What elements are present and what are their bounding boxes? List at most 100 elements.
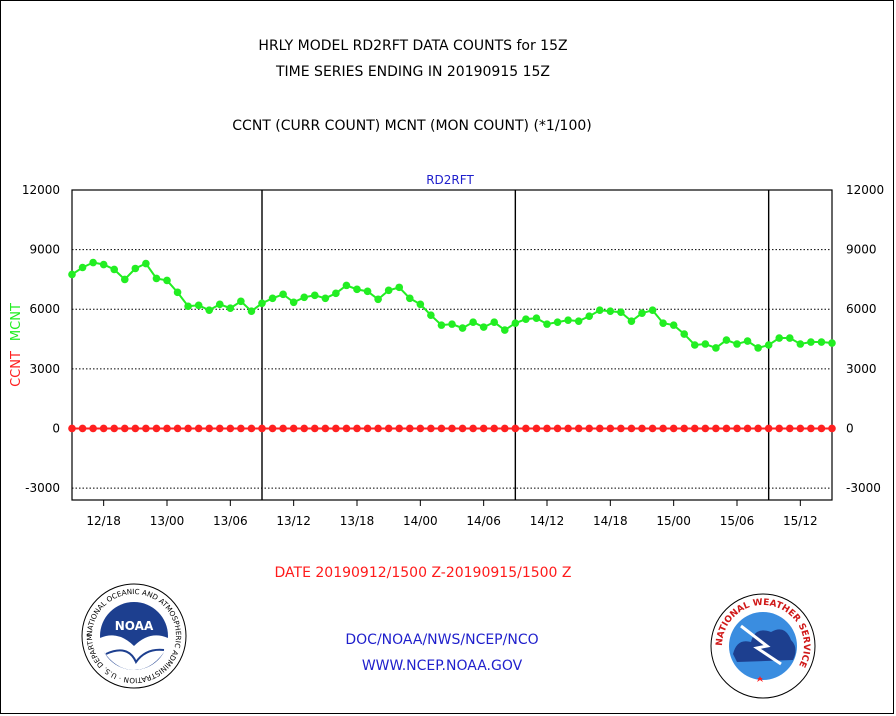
- website-link[interactable]: WWW.NCEP.NOAA.GOV: [361, 658, 523, 674]
- data-point-ccnt: [289, 424, 298, 433]
- data-point-mcnt: [395, 283, 404, 292]
- data-point-ccnt: [722, 424, 731, 433]
- data-point-ccnt: [237, 424, 245, 433]
- data-point-mcnt: [585, 312, 594, 320]
- data-point-mcnt: [405, 294, 414, 303]
- data-point-ccnt: [120, 424, 129, 433]
- data-point-mcnt: [638, 309, 646, 318]
- data-point-ccnt: [574, 424, 583, 433]
- data-point-mcnt: [817, 338, 826, 346]
- data-point-ccnt: [733, 424, 741, 433]
- data-point-ccnt: [479, 424, 488, 433]
- data-point-mcnt: [427, 311, 435, 319]
- data-point-ccnt: [173, 424, 182, 433]
- data-point-ccnt: [775, 424, 784, 433]
- data-point-mcnt: [733, 340, 741, 348]
- x-tick-label: 14/12: [530, 514, 565, 528]
- data-point-ccnt: [321, 424, 330, 433]
- data-point-mcnt: [564, 316, 572, 324]
- data-point-ccnt: [300, 424, 309, 433]
- data-point-mcnt: [669, 321, 678, 329]
- data-point-ccnt: [416, 424, 425, 433]
- data-point-mcnt: [712, 344, 720, 352]
- data-point-ccnt: [215, 424, 224, 433]
- x-tick-label: 14/06: [466, 514, 501, 528]
- data-point-mcnt: [321, 294, 330, 303]
- series-layer: [68, 258, 836, 433]
- data-point-ccnt: [384, 424, 393, 433]
- data-point-mcnt: [384, 286, 393, 295]
- data-point-mcnt: [279, 290, 287, 299]
- data-point-mcnt: [543, 320, 551, 328]
- data-point-ccnt: [310, 424, 319, 433]
- data-point-mcnt: [469, 318, 477, 326]
- data-point-ccnt: [701, 424, 710, 433]
- data-point-mcnt: [743, 337, 752, 345]
- y-axis-right-ticks: 12000 9000 6000 3000 0 -3000: [846, 183, 884, 495]
- data-point-ccnt: [163, 424, 171, 433]
- data-point-mcnt: [722, 336, 731, 344]
- y-axis-label-ccnt: CCNT: [9, 351, 24, 387]
- data-point-mcnt: [194, 301, 203, 310]
- data-point-mcnt: [363, 287, 372, 296]
- y-tick-label-left: 6000: [29, 302, 60, 316]
- data-point-ccnt: [131, 424, 140, 433]
- data-point-ccnt: [807, 424, 815, 433]
- data-point-mcnt: [479, 323, 488, 331]
- data-point-ccnt: [690, 424, 699, 433]
- data-point-mcnt: [332, 289, 340, 298]
- data-point-mcnt: [289, 298, 298, 307]
- data-point-mcnt: [764, 341, 773, 349]
- data-point-ccnt: [796, 424, 805, 433]
- data-point-mcnt: [416, 300, 425, 309]
- data-point-mcnt: [595, 306, 604, 315]
- data-point-ccnt: [458, 424, 467, 433]
- data-point-ccnt: [564, 424, 572, 433]
- data-point-ccnt: [522, 424, 530, 433]
- data-point-mcnt: [374, 295, 382, 304]
- x-tick-label: 15/06: [720, 514, 755, 528]
- data-point-ccnt: [110, 424, 119, 433]
- data-point-ccnt: [680, 424, 689, 433]
- data-point-ccnt: [89, 424, 97, 433]
- data-point-mcnt: [89, 258, 97, 267]
- y-tick-label-right: 0: [846, 421, 854, 435]
- data-point-mcnt: [163, 276, 171, 285]
- noaa-logo-text: NOAA: [115, 619, 154, 633]
- x-tick-label: 14/18: [593, 514, 628, 528]
- data-point-ccnt: [395, 424, 404, 433]
- x-tick-label: 14/00: [403, 514, 438, 528]
- data-point-ccnt: [363, 424, 372, 433]
- y-tick-label-left: 0: [52, 421, 60, 435]
- data-point-mcnt: [606, 307, 615, 316]
- data-point-ccnt: [659, 424, 667, 433]
- data-point-mcnt: [648, 306, 657, 315]
- data-point-mcnt: [215, 300, 224, 309]
- data-point-mcnt: [310, 291, 319, 300]
- data-point-mcnt: [754, 344, 762, 352]
- data-point-mcnt: [258, 299, 266, 308]
- data-point-mcnt: [142, 259, 150, 268]
- data-point-ccnt: [785, 424, 794, 433]
- data-point-ccnt: [585, 424, 594, 433]
- data-point-ccnt: [226, 424, 235, 433]
- panel-label: RD2RFT: [426, 173, 474, 187]
- y-tick-label-right: 12000: [846, 183, 884, 197]
- data-point-ccnt: [332, 424, 340, 433]
- data-point-ccnt: [627, 424, 636, 433]
- chart-title-line2: TIME SERIES ENDING IN 20190915 15Z: [276, 64, 550, 80]
- data-point-mcnt: [68, 270, 76, 279]
- data-point-ccnt: [543, 424, 551, 433]
- chart-title-line1: HRLY MODEL RD2RFT DATA COUNTS for 15Z: [258, 38, 568, 54]
- data-point-mcnt: [300, 293, 309, 302]
- y-axis-label: CCNT MCNT: [9, 303, 24, 387]
- y-tick-label-left: 3000: [29, 362, 60, 376]
- data-point-ccnt: [606, 424, 615, 433]
- data-point-mcnt: [268, 294, 277, 303]
- data-point-mcnt: [226, 304, 235, 313]
- data-point-mcnt: [627, 317, 636, 325]
- data-point-ccnt: [638, 424, 646, 433]
- data-point-ccnt: [194, 424, 203, 433]
- data-point-ccnt: [99, 424, 108, 433]
